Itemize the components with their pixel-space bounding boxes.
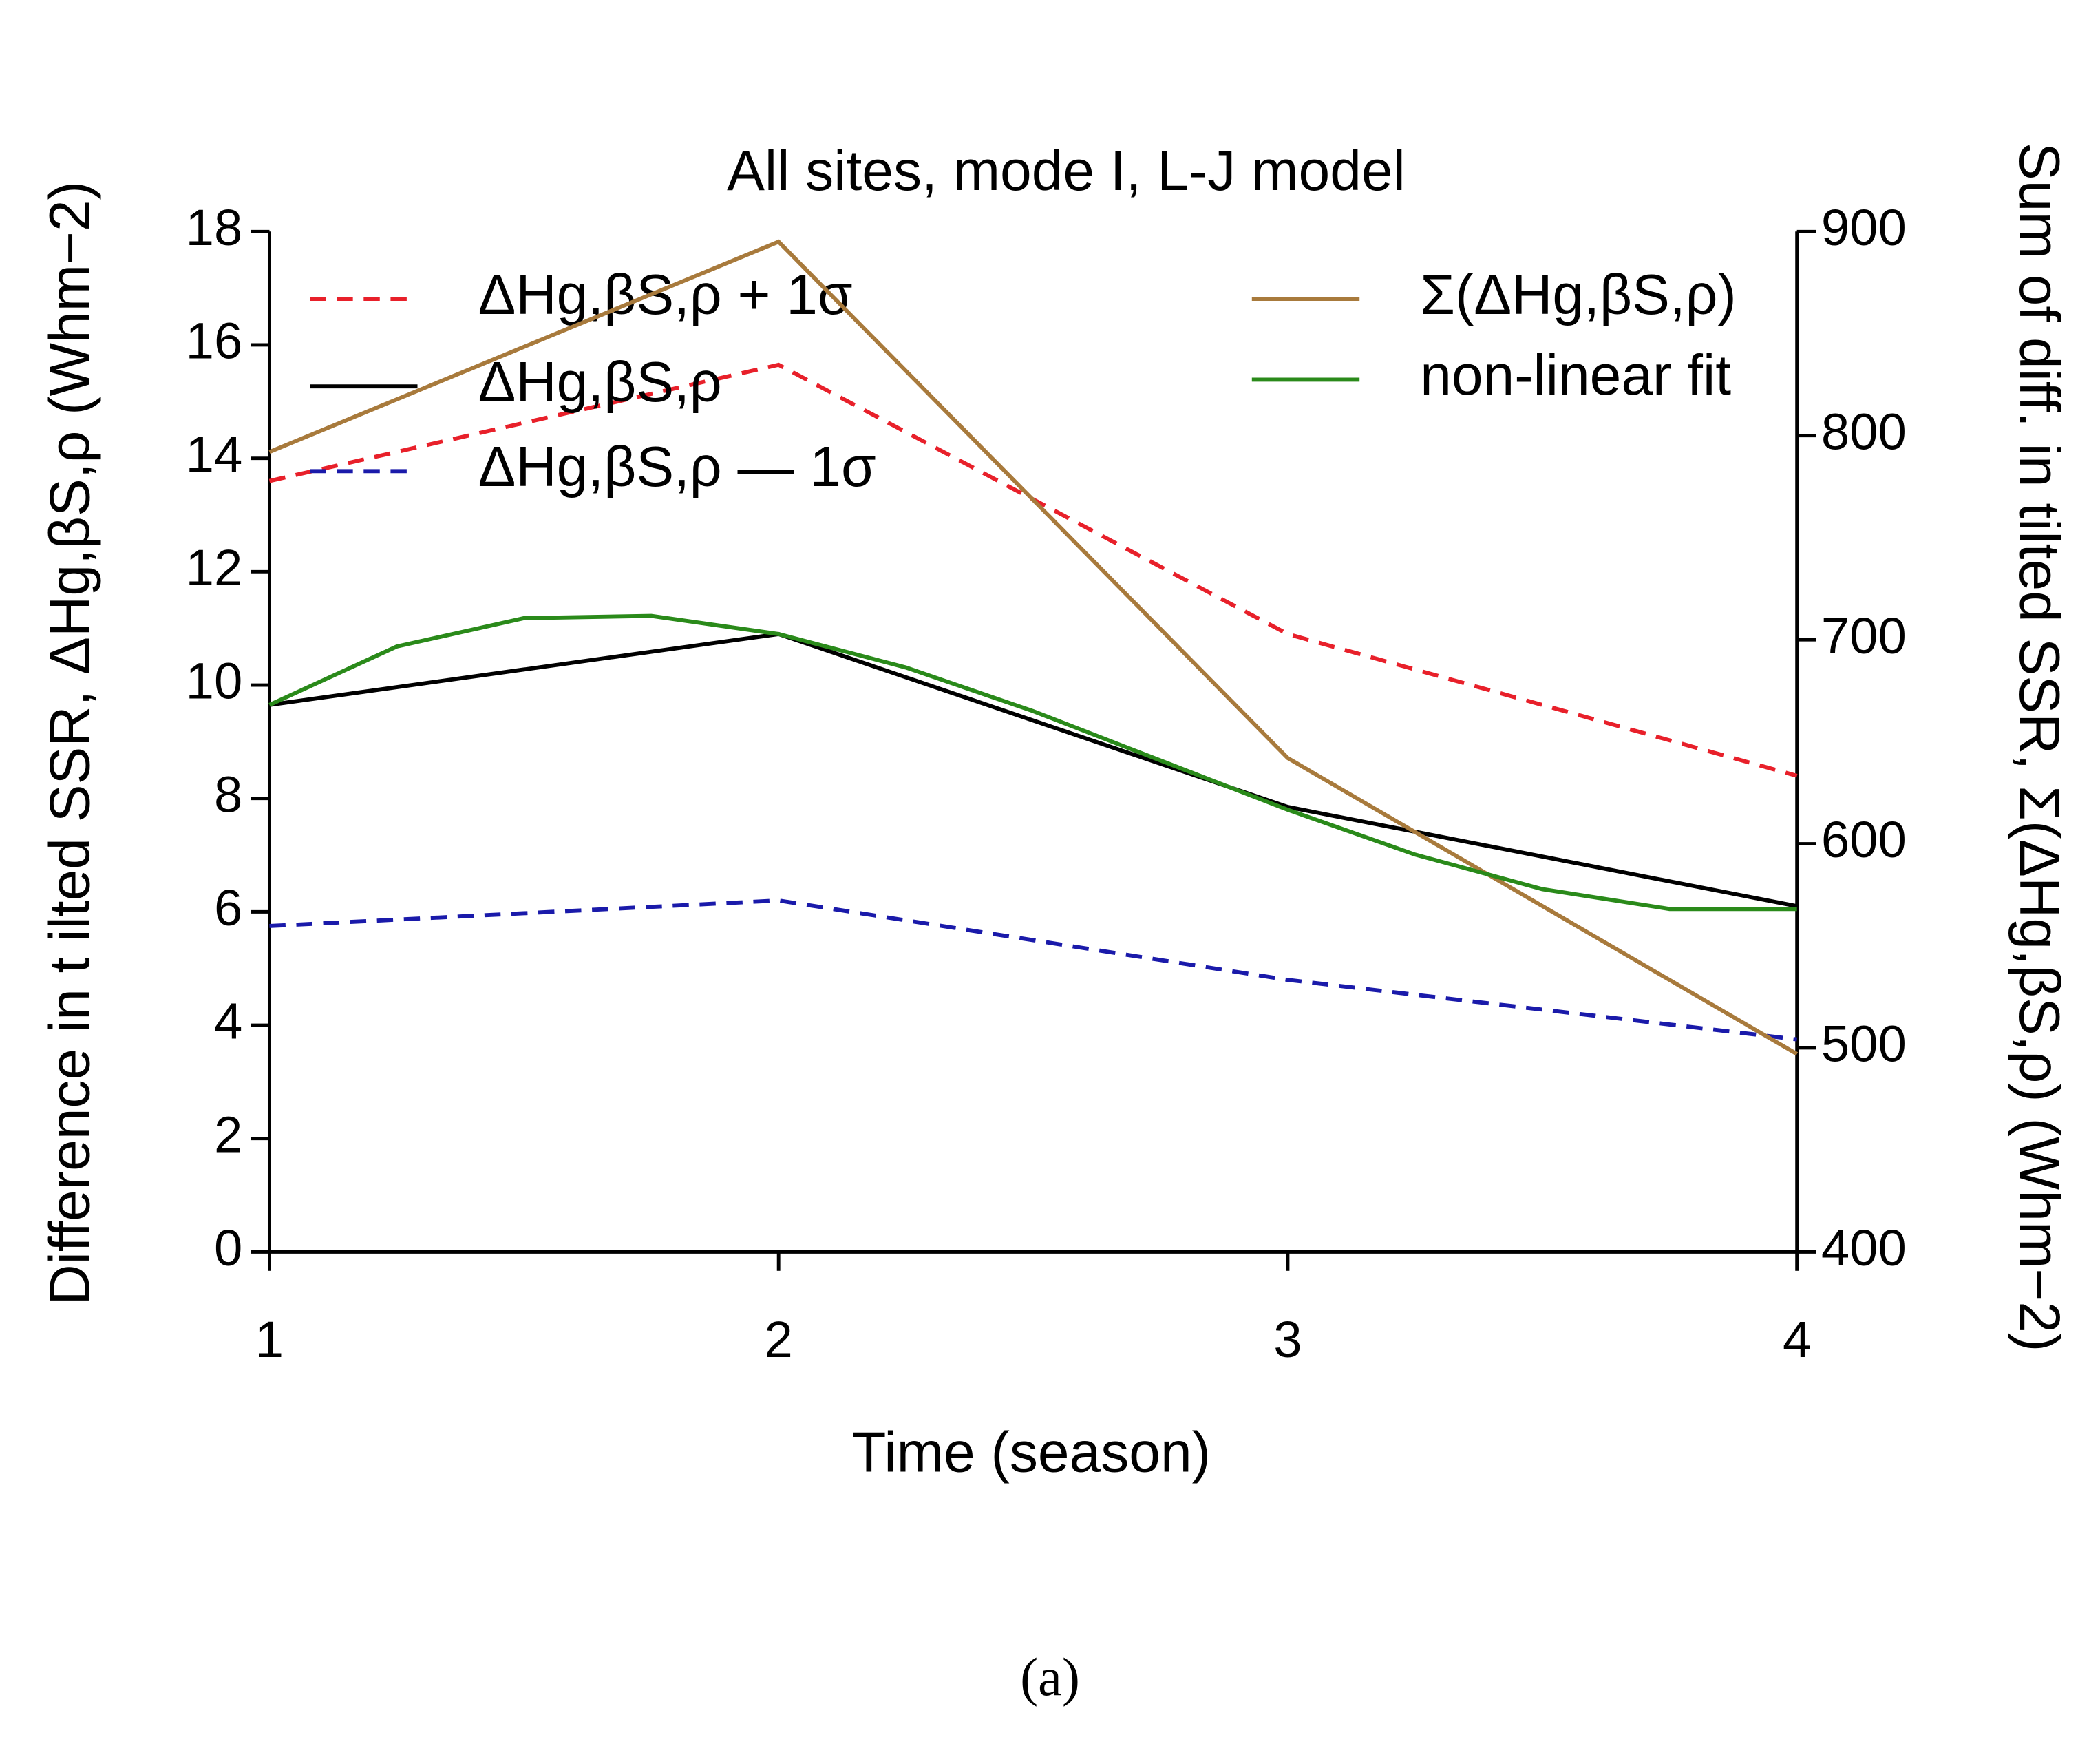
series-line	[268, 362, 1798, 778]
y2-axis-label: Sum of diff. in tilted SSR, Σ(ΔHg,βS,ρ) …	[2008, 143, 2070, 1351]
y-tick-label: 16	[186, 313, 243, 370]
y-tick-label: 14	[186, 425, 243, 483]
y2-tick-label: 500	[1821, 1016, 1907, 1073]
y-tick-label: 12	[186, 539, 243, 596]
series-line	[269, 898, 1798, 1042]
y-tick-label: 10	[186, 653, 243, 710]
y2-tick-label: 600	[1821, 811, 1907, 868]
y-tick-label: 18	[186, 199, 243, 256]
y2-tick-label: 800	[1821, 403, 1907, 460]
x-tick-label: 4	[1783, 1311, 1811, 1368]
x-axis-label: Time (season)	[851, 1421, 1211, 1484]
series-line	[269, 631, 1798, 909]
y2-tick-label: 700	[1821, 607, 1907, 664]
y2-tick-label: 400	[1821, 1219, 1907, 1276]
series-line	[268, 613, 1797, 912]
legend-label: Σ(ΔHg,βS,ρ)	[1420, 264, 1737, 326]
x-tick-label: 2	[765, 1311, 793, 1368]
legend-label: ΔHg,βS,ρ — 1σ	[478, 436, 876, 498]
y-tick-label: 4	[214, 993, 242, 1050]
x-tick-label: 1	[255, 1311, 284, 1368]
x-tick-label: 3	[1273, 1311, 1302, 1368]
y-tick-label: 2	[214, 1106, 242, 1163]
y2-tick-label: 900	[1821, 199, 1907, 256]
y-tick-label: 8	[214, 766, 242, 823]
legend-label: ΔHg,βS,ρ + 1σ	[478, 264, 853, 326]
y-tick-label: 0	[214, 1219, 242, 1276]
legend-label: non-linear fit	[1420, 344, 1731, 407]
series-line	[268, 239, 1799, 1056]
caption: (a)	[1020, 1647, 1080, 1707]
chart-title: All sites, mode I, L-J model	[727, 140, 1406, 202]
y-tick-label: 6	[214, 879, 242, 936]
legend-label: ΔHg,βS,ρ	[478, 351, 722, 414]
y-axis-label: Difference in t ilted SSR, ΔHg,βS,ρ (Whm…	[39, 181, 102, 1305]
